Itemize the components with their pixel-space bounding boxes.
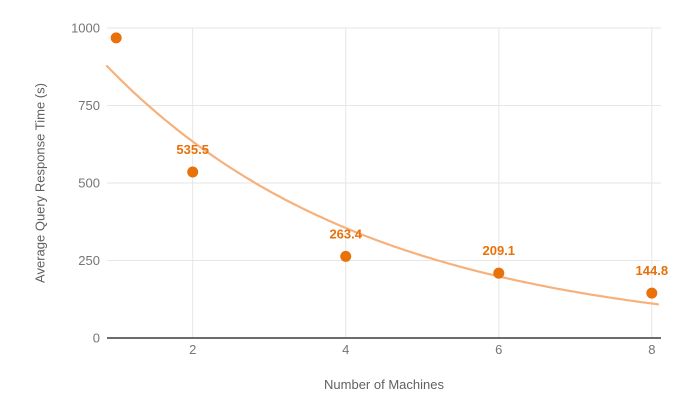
x-tick-label-4: 4 [342, 342, 349, 357]
data-label-x8: 144.8 [636, 263, 669, 278]
data-label-x4: 263.4 [329, 226, 362, 241]
y-tick-label-750: 750 [78, 98, 100, 113]
x-tick-label-8: 8 [648, 342, 655, 357]
x-tick-label-6: 6 [495, 342, 502, 357]
y-tick-label-250: 250 [78, 253, 100, 268]
data-point-x1[interactable] [110, 32, 122, 44]
data-label-x2: 535.5 [176, 142, 209, 157]
x-tick-label-2: 2 [189, 342, 196, 357]
data-point-x4[interactable] [340, 250, 352, 262]
y-tick-label-0: 0 [93, 331, 100, 346]
y-tick-label-1000: 1000 [71, 21, 100, 36]
y-axis-title: Average Query Response Time (s) [32, 83, 48, 283]
data-point-x2[interactable] [187, 166, 199, 178]
data-label-x6: 209.1 [483, 243, 516, 258]
x-axis-title: Number of Machines [324, 377, 444, 392]
data-point-x6[interactable] [493, 267, 505, 279]
y-tick-label-500: 500 [78, 176, 100, 191]
data-point-x8[interactable] [646, 287, 658, 299]
trendline [105, 65, 659, 306]
